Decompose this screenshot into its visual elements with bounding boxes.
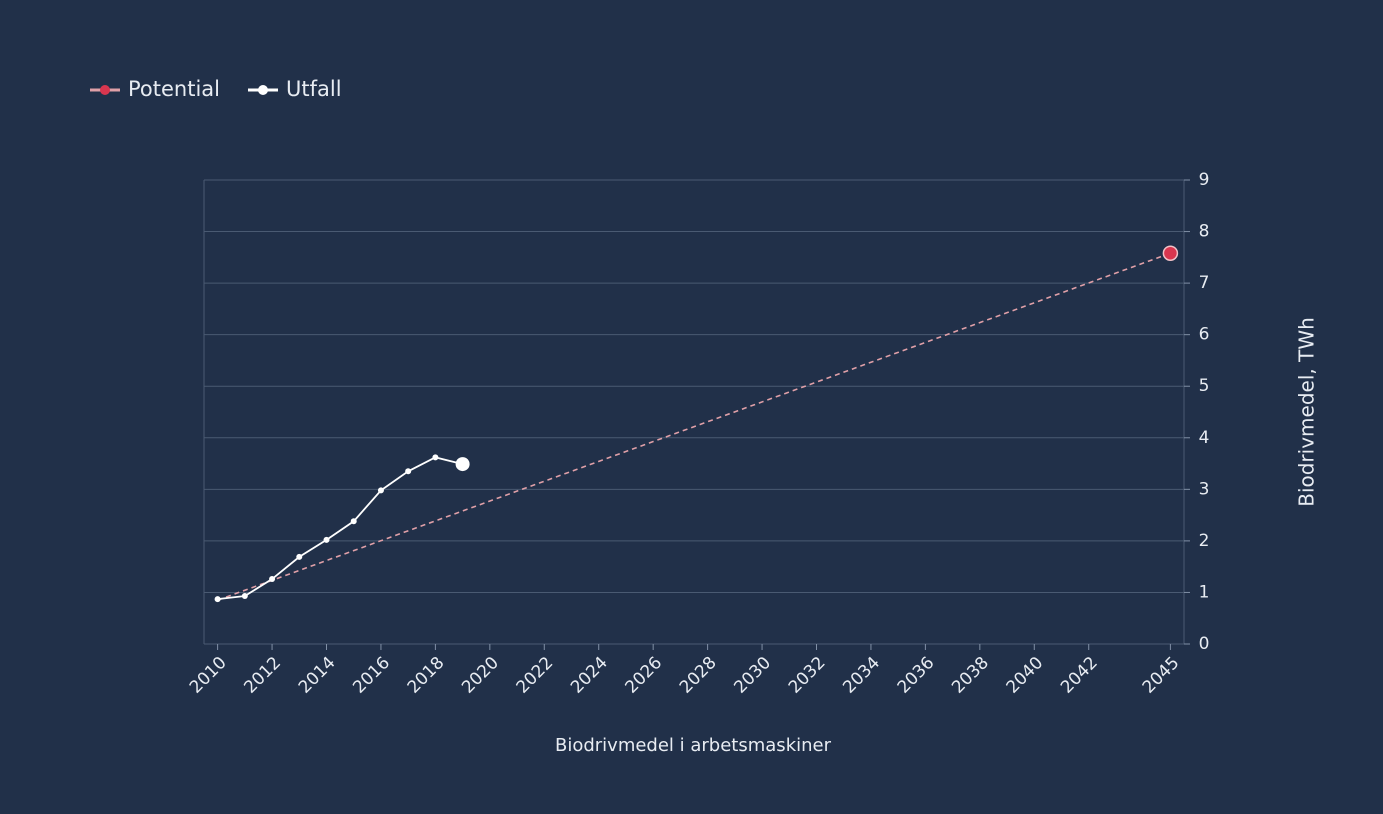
y-tick-label: 0: [1199, 634, 1210, 654]
point: [241, 593, 248, 600]
series-line: [217, 252, 1171, 601]
point: [1162, 245, 1179, 261]
point: [455, 457, 470, 472]
point: [296, 553, 303, 560]
point: [405, 468, 412, 475]
point: [269, 576, 276, 583]
legend-marker: [100, 85, 110, 95]
series-line: [217, 456, 463, 601]
y-tick-label: 7: [1199, 273, 1210, 293]
y-tick-label: 4: [1199, 428, 1210, 448]
legend-marker: [258, 85, 268, 95]
point: [323, 536, 330, 543]
point: [350, 518, 357, 525]
y-tick-label: 1: [1199, 582, 1210, 602]
y-tick-label: 6: [1199, 325, 1210, 345]
point: [377, 487, 384, 494]
point: [214, 596, 221, 603]
y-tick-label: 2: [1199, 531, 1210, 551]
y-tick-label: 3: [1199, 479, 1210, 499]
legend-label: Potential: [128, 77, 220, 101]
y-tick-label: 5: [1199, 376, 1210, 396]
y-tick-label: 8: [1199, 222, 1210, 242]
legend-label: Utfall: [286, 77, 342, 101]
point: [432, 454, 439, 461]
y-axis-title: Biodrivmedel, TWh: [1295, 317, 1319, 507]
y-tick-label: 9: [1199, 170, 1210, 190]
x-axis-title: Biodrivmedel i arbetsmaskiner: [555, 735, 832, 756]
